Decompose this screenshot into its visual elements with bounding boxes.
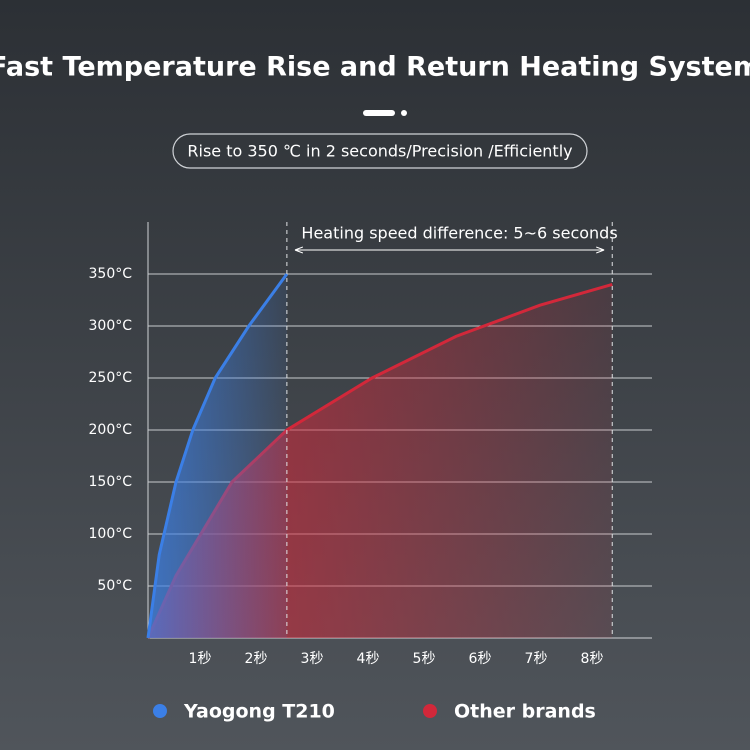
y-tick-label: 100°C [89, 526, 133, 542]
decoration [401, 110, 407, 116]
annotation: Heating speed difference: 5~6 seconds [301, 224, 617, 243]
x-tick-label: 7秒 [525, 651, 548, 667]
x-tick-label: 5秒 [413, 651, 436, 667]
x-tick-label: 2秒 [245, 651, 268, 667]
subtitle-pill [172, 133, 588, 169]
x-tick-label: 8秒 [581, 651, 604, 667]
legend-marker [153, 704, 167, 718]
y-tick-label: 250°C [89, 370, 133, 386]
legend-label: Other brands [454, 701, 596, 723]
y-tick-label: 50°C [97, 578, 132, 594]
chart-title: Fast Temperature Rise and Return Heating… [0, 52, 750, 83]
y-tick-label: 200°C [89, 422, 133, 438]
line [146, 273, 289, 639]
x-tick-label: 1秒 [189, 651, 212, 667]
legend-label: Yaogong T210 [183, 701, 335, 723]
decoration [363, 110, 395, 116]
x-tick-label: 4秒 [357, 651, 380, 667]
x-tick-label: 3秒 [301, 651, 324, 667]
y-tick-label: 350°C [89, 266, 133, 282]
x-tick-label: 6秒 [469, 651, 492, 667]
subtitle: Rise to 350 ℃ in 2 seconds/Precision /Ef… [187, 142, 572, 161]
y-tick-label: 300°C [89, 318, 133, 334]
legend-marker [423, 704, 437, 718]
y-tick-label: 150°C [89, 474, 133, 490]
area [148, 274, 287, 638]
